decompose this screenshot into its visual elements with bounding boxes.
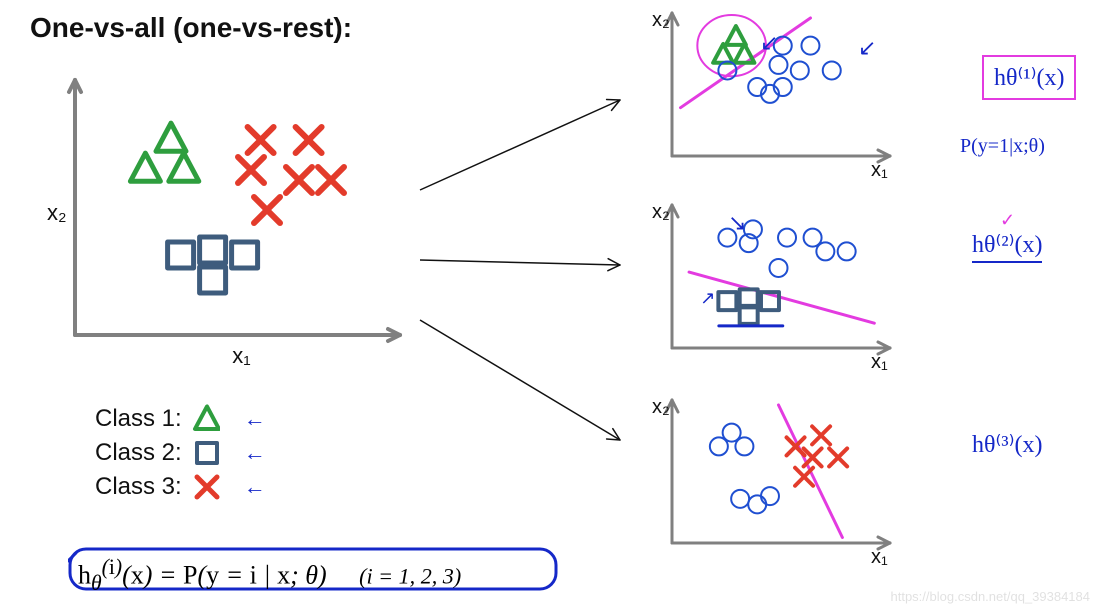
legend-hand-arrow-icon: ← xyxy=(244,474,266,500)
legend-row: Class 2: ← xyxy=(95,439,266,467)
hand-arrow-icon: ↘ xyxy=(728,210,746,236)
legend-hand-arrow-icon: ← xyxy=(244,406,266,432)
class-legend: Class 1: ← Class 2: ← Class 3: ← xyxy=(95,405,266,507)
svg-text:x₁: x₁ xyxy=(871,351,888,370)
main-scatter-plot: x₂ x₁ xyxy=(45,75,405,365)
handwritten-hypothesis-label: P(y=1|x;θ) xyxy=(960,135,1045,158)
legend-row: Class 1: ← xyxy=(95,405,266,433)
legend-label: Class 2: xyxy=(95,439,182,467)
legend-cross-icon xyxy=(192,473,220,501)
legend-hand-arrow-icon: ← xyxy=(244,440,266,466)
binary-plot-3-crosses: x₂ x₁ xyxy=(650,395,895,565)
hand-arrow-icon: ↙ xyxy=(858,35,876,61)
legend-label: Class 1: xyxy=(95,405,182,433)
svg-text:x₁: x₁ xyxy=(232,343,250,365)
svg-text:x₁: x₁ xyxy=(871,546,888,565)
svg-text:x₂: x₂ xyxy=(652,396,670,418)
svg-text:x₂: x₂ xyxy=(652,201,670,223)
legend-triangle-icon xyxy=(192,405,220,433)
hypothesis-formula: hθ(i)(x) = P(y = i | x; θ) (i = 1, 2, 3) xyxy=(78,555,461,596)
legend-label: Class 3: xyxy=(95,473,182,501)
svg-text:x₁: x₁ xyxy=(871,159,888,178)
svg-text:x₂: x₂ xyxy=(47,200,67,225)
binary-plot-2-squares: x₂ x₁ ↗ xyxy=(650,200,895,370)
hand-arrow-icon: ↙ xyxy=(760,30,778,56)
handwritten-hypothesis-label: hθ⁽²⁾(x)✓ xyxy=(972,230,1042,263)
page-title: One-vs-all (one-vs-rest): xyxy=(30,12,352,44)
svg-text:↗: ↗ xyxy=(700,288,715,308)
handwritten-hypothesis-label: hθ⁽³⁾(x) xyxy=(972,430,1042,459)
svg-text:x₂: x₂ xyxy=(652,9,670,31)
check-mark-icon: ✓ xyxy=(1000,210,1015,231)
watermark: https://blog.csdn.net/qq_39384184 xyxy=(891,589,1091,604)
legend-square-icon xyxy=(192,439,220,467)
handwritten-hypothesis-label: hθ⁽¹⁾(x) xyxy=(982,55,1076,100)
legend-row: Class 3: ← xyxy=(95,473,266,501)
